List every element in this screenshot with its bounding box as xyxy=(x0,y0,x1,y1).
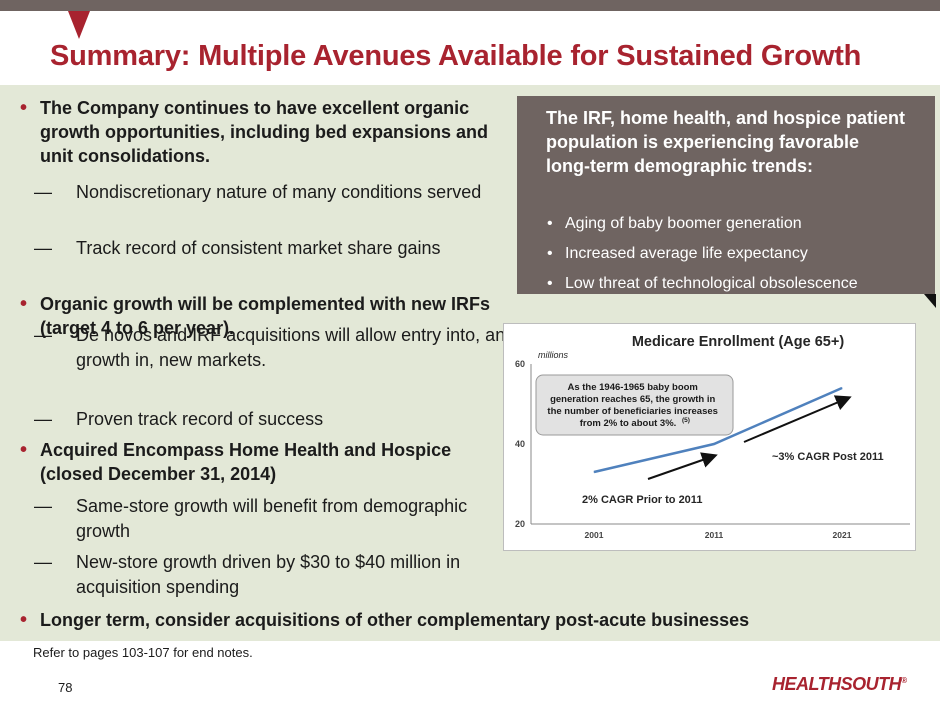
y-tick-label: 40 xyxy=(515,439,525,449)
annotation-text: As the 1946-1965 baby boom generation re… xyxy=(547,382,720,429)
bullet-organic-growth: The Company continues to have excellent … xyxy=(20,96,520,168)
arrow-prior-2011 xyxy=(647,452,718,480)
x-tick-label: 2021 xyxy=(833,530,852,540)
annotation-footnote: (5) xyxy=(682,417,690,424)
sub-bullet-text: New-store growth driven by $30 to $40 mi… xyxy=(76,552,461,597)
bullet-longer-term: Longer term, consider acquisitions of ot… xyxy=(20,608,920,632)
annotation-line-4: from 2% to about 3%. xyxy=(580,418,677,429)
series-point xyxy=(841,387,843,389)
page-number: 78 xyxy=(58,680,73,695)
series-point xyxy=(713,443,715,445)
callout-item-life-expectancy: Increased average life expectancy xyxy=(547,244,808,264)
arrow-post-2011 xyxy=(743,395,852,443)
annotation-box xyxy=(535,374,734,436)
top-bar xyxy=(0,0,940,11)
healthsouth-logo: HEALTHSOUTH® xyxy=(772,674,907,695)
sub-bullet-track-record: — Proven track record of success xyxy=(20,407,526,432)
demographics-callout: The IRF, home health, and hospice patien… xyxy=(517,96,935,294)
y-tick-label: 60 xyxy=(515,359,525,369)
sub-bullet-new-store: — New-store growth driven by $30 to $40 m… xyxy=(20,550,526,600)
cagr-prior-label: 2% CAGR Prior to 2011 xyxy=(582,494,702,506)
annotation-line-2: generation reaches 65, the growth in xyxy=(550,394,715,405)
slide-title: Summary: Multiple Avenues Available for … xyxy=(50,40,862,72)
sub-bullet-text: De novos and IRF acquisitions will allow… xyxy=(76,325,516,370)
sub-bullet-same-store: — Same-store growth will benefit from dem… xyxy=(20,494,526,544)
dash-marker: — xyxy=(34,325,52,345)
dash-marker: — xyxy=(34,496,52,516)
sub-bullet-text: Nondiscretionary nature of many conditio… xyxy=(76,182,482,202)
sub-bullet-text: Track record of consistent market share … xyxy=(76,238,441,258)
callout-title: The IRF, home health, and hospice patien… xyxy=(546,108,906,176)
y-tick-label: 20 xyxy=(515,519,525,529)
sub-bullet-text: Same-store growth will benefit from demo… xyxy=(76,496,468,541)
callout-item-aging: Aging of baby boomer generation xyxy=(547,214,802,234)
cagr-post-label: ~3% CAGR Post 2011 xyxy=(772,451,884,463)
chart-unit-label: millions xyxy=(538,350,569,360)
series-point xyxy=(593,471,595,473)
end-notes-reference: Refer to pages 103-107 for end notes. xyxy=(33,645,253,660)
dash-marker: — xyxy=(34,238,52,258)
sub-bullet-nondiscretionary: — Nondiscretionary nature of many conditi… xyxy=(20,180,526,205)
callout-tail xyxy=(924,294,936,308)
dash-marker: — xyxy=(34,409,52,429)
registered-mark: ® xyxy=(901,676,907,685)
x-tick-label: 2001 xyxy=(585,530,604,540)
sub-bullet-text: Proven track record of success xyxy=(76,409,324,429)
callout-item-obsolescence: Low threat of technological obsolescence xyxy=(547,274,858,294)
chart-svg: Medicare Enrollment (Age 65+) millions 2… xyxy=(515,334,910,540)
dash-marker: — xyxy=(34,182,52,202)
chart-title: Medicare Enrollment (Age 65+) xyxy=(632,334,844,350)
logo-text: HEALTHSOUTH xyxy=(772,674,902,694)
bullet-new-irfs: Organic growth will be complemented with… xyxy=(20,292,520,340)
x-tick-labels: 2001 2011 2021 xyxy=(585,530,852,540)
x-tick-label: 2011 xyxy=(705,530,724,540)
annotation-line-3: the number of beneficiaries increases xyxy=(547,406,718,417)
series-points xyxy=(593,387,843,473)
sub-bullet-market-share: — Track record of consistent market share… xyxy=(20,236,526,261)
dash-marker: — xyxy=(34,552,52,572)
bullet-encompass: Acquired Encompass Home Health and Hospi… xyxy=(20,438,470,486)
annotation-line-1: As the 1946-1965 baby boom xyxy=(567,382,697,393)
sub-bullet-de-novos: — De novos and IRF acquisitions will allo… xyxy=(20,323,526,373)
y-tick-labels: 20 40 60 xyxy=(515,359,525,529)
medicare-enrollment-chart: Medicare Enrollment (Age 65+) millions 2… xyxy=(503,323,916,551)
title-notch xyxy=(68,11,90,39)
